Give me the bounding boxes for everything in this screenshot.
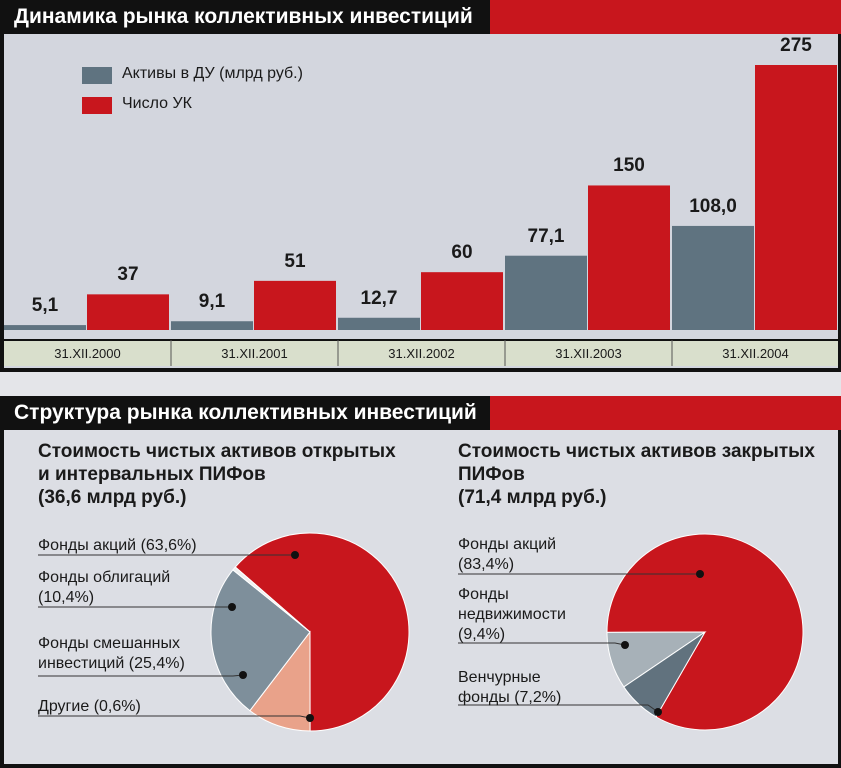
x-tick-label: 31.XII.2001	[221, 346, 288, 361]
leader-dot	[621, 641, 629, 649]
category-name: Фонды недвижимости	[458, 586, 566, 623]
pie-slice	[232, 566, 311, 633]
slice-label: Фонды акций (63,6%)	[38, 536, 228, 556]
slice-label: Фонды смешанных инвестиций (25,4%)	[38, 634, 213, 674]
percent-label: (83,4%)	[458, 556, 515, 573]
percent-label: (7,2%)	[514, 689, 562, 706]
x-tick-label: 31.XII.2000	[54, 346, 121, 361]
category-strip	[4, 340, 838, 366]
title: Стоимость чистых активов закрытых ПИФов	[458, 441, 815, 485]
slice-label: Фонды недвижимости (9,4%)	[458, 585, 578, 645]
leader-dot	[239, 671, 247, 679]
leader-dot	[696, 570, 704, 578]
percent-label: (9,4%)	[458, 626, 506, 643]
value-label: 150	[613, 155, 645, 177]
x-tick-label: 31.XII.2004	[722, 346, 789, 361]
value-label: 5,1	[31, 295, 59, 317]
title: Стоимость чистых активов открытых и инте…	[38, 441, 396, 485]
bar	[755, 65, 837, 330]
pie-slice	[234, 532, 410, 732]
leader-dot	[654, 708, 662, 716]
percent-label: (25,4%)	[128, 655, 185, 672]
bar	[338, 317, 420, 330]
header-accent	[490, 396, 841, 430]
leader-line	[458, 704, 659, 713]
slice-label: Фонды облигаций (10,4%)	[38, 568, 208, 608]
value-label: 108,0	[689, 195, 737, 217]
category-name: Фонды акций	[458, 536, 557, 553]
leader-dot	[228, 603, 236, 611]
legend-swatch	[82, 97, 112, 114]
subtitle: (71,4 млрд руб.)	[458, 487, 607, 508]
bar	[505, 255, 587, 330]
value-label: 275	[780, 35, 812, 56]
bar	[588, 185, 670, 330]
section-title: Динамика рынка коллективных инвестиций	[0, 0, 485, 34]
category-name: Фонды смешанных инвестиций	[38, 635, 180, 672]
bar	[87, 294, 169, 330]
section-title: Структура рынка коллективных инвестиций	[0, 396, 489, 430]
pie-title: Стоимость чистых активов закрытых ПИФов(…	[458, 440, 828, 509]
bar	[171, 321, 253, 330]
category-name: Фонды акций	[38, 537, 137, 554]
slice-label: Фонды акций (83,4%)	[458, 535, 578, 575]
bar	[4, 325, 86, 330]
value-label: 77,1	[527, 225, 565, 247]
value-label: 9,1	[198, 291, 226, 313]
value-label: 12,7	[360, 287, 398, 309]
pie-slice	[623, 631, 706, 718]
bar	[254, 280, 336, 330]
x-tick-label: 31.XII.2003	[555, 346, 622, 361]
x-tick-label: 31.XII.2002	[388, 346, 455, 361]
bar	[672, 225, 754, 330]
value-label: 51	[284, 250, 306, 272]
bar	[421, 272, 503, 330]
leader-dot	[306, 714, 314, 722]
pie-title: Стоимость чистых активов открытых и инте…	[38, 440, 408, 509]
legend-label: Число УК	[122, 95, 192, 112]
value-label: 37	[117, 264, 139, 286]
subtitle: (36,6 млрд руб.)	[38, 487, 187, 508]
leader-dot	[291, 551, 299, 559]
category-name: Фонды облигаций	[38, 569, 171, 586]
slice-label: Венчурные фонды (7,2%)	[458, 668, 573, 708]
value-label: 60	[451, 242, 473, 264]
percent-label: (10,4%)	[38, 589, 95, 606]
legend-swatch	[82, 67, 112, 84]
legend-label: Активы в ДУ (млрд руб.)	[122, 65, 303, 82]
header-accent	[490, 0, 841, 34]
category-name: Другие	[38, 698, 90, 715]
percent-label: (0,6%)	[93, 698, 141, 715]
slice-label: Другие (0,6%)	[38, 697, 228, 717]
category-name: Венчурные фонды	[458, 669, 541, 706]
percent-label: (63,6%)	[140, 537, 197, 554]
